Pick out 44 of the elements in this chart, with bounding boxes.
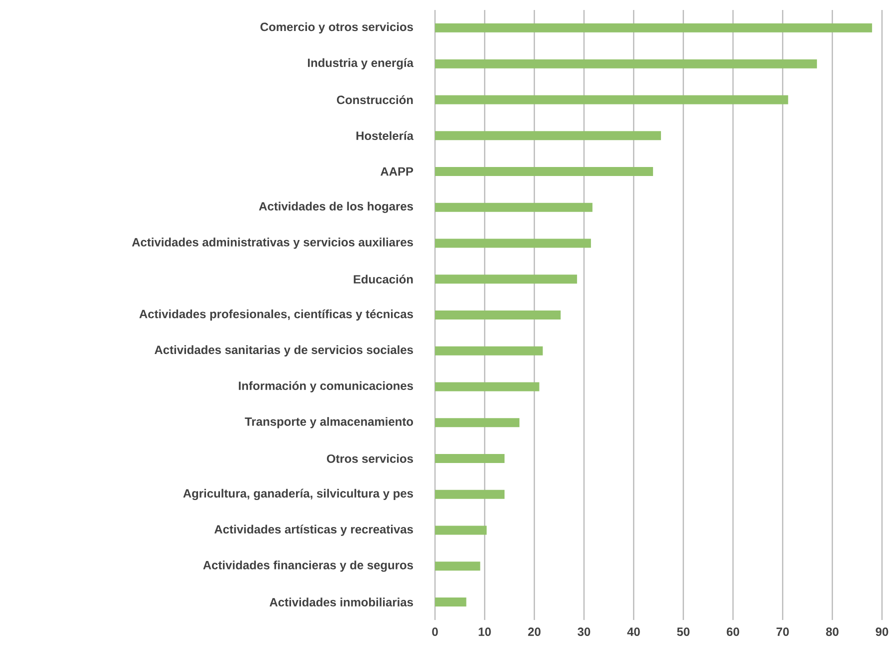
y-tick-label: Actividades de los hogares [258, 202, 413, 213]
bar [435, 95, 788, 104]
x-tick-label: 30 [578, 628, 590, 636]
bar [435, 346, 543, 356]
y-tick-label: Construcción [336, 95, 413, 104]
bar [435, 526, 487, 535]
x-tick-label: 50 [677, 628, 690, 636]
bar [435, 418, 520, 428]
y-tick-label: Educación [354, 274, 413, 284]
y-tick-label: Actividades financieras y de seguros [203, 560, 413, 572]
x-tick-label: 80 [826, 628, 838, 636]
x-tick-label: 90 [876, 628, 888, 636]
bar [435, 131, 661, 140]
x-tick-label: 40 [627, 628, 640, 636]
bar [435, 166, 654, 176]
bar [435, 382, 540, 392]
bar [435, 490, 505, 499]
y-tick-label: AAPP [380, 167, 414, 176]
y-tick-label: Comercio y otros servicios [260, 22, 413, 34]
x-tick-label: 0 [432, 628, 438, 636]
bar [435, 23, 872, 32]
y-tick-label: Actividades profesionales, científicas y técnicas [139, 309, 413, 321]
y-tick-label: Actividades artísticas y recreativas [214, 524, 413, 536]
bar [435, 274, 578, 284]
bar [435, 454, 505, 464]
bar [435, 59, 817, 68]
x-tick-label: 60 [726, 628, 740, 636]
y-tick-label: Actividades inmobiliarias [270, 598, 413, 606]
y-tick-label: Agricultura, ganadería, silvicultura y pes [183, 488, 413, 500]
bar [435, 598, 466, 607]
bar [435, 562, 480, 571]
bar [435, 202, 592, 212]
y-tick-label: Transporte y almacenamiento [244, 417, 413, 428]
y-tick-label: Hostelería [356, 131, 414, 140]
bar [435, 238, 591, 248]
x-tick-label: 10 [478, 628, 491, 636]
y-tick-label: Actividades administrativas y servicios auxiliares [132, 238, 413, 249]
y-tick-label: Industria y energía [308, 58, 414, 70]
x-tick-label: 20 [528, 628, 540, 636]
bar [435, 310, 561, 320]
y-tick-label: Otros servicios [326, 454, 413, 463]
y-tick-label: Actividades sanitarias y de servicios sociales [154, 345, 413, 356]
y-tick-label: Información y comunicaciones [238, 381, 413, 392]
x-tick-label: 70 [776, 628, 789, 636]
